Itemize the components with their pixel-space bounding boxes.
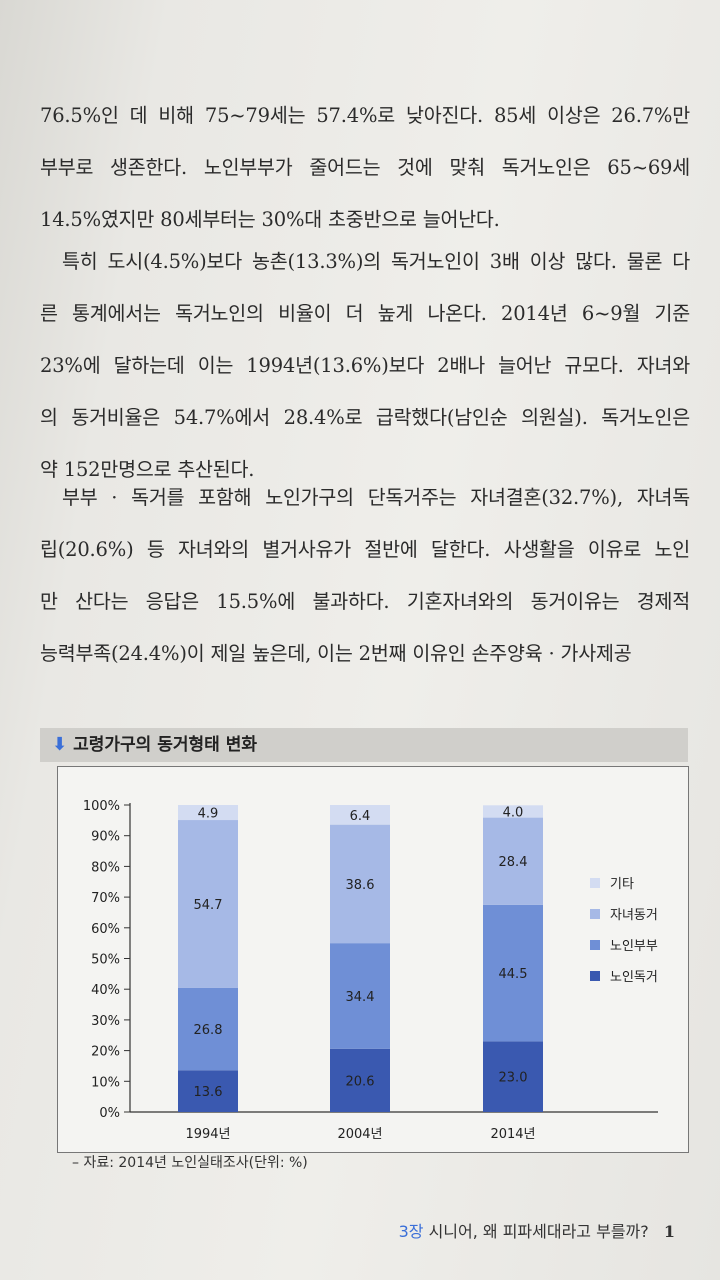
bar-segment [483,817,543,905]
y-tick-label: 30% [91,1014,120,1029]
chart-header: ⬇ 고령가구의 동거형태 변화 [40,728,688,762]
y-tick-label: 0% [99,1106,120,1121]
data-label: 23.0 [499,1071,528,1086]
paragraph-3: 부부 · 독거를 포함해 노인가구의 단독거주는 자녀결혼(32.7%), 자녀… [40,472,690,680]
text-line: 립(20.6%) 등 자녀와의 별거사유가 절반에 달한다. 사생활을 이유로 … [40,538,690,561]
data-label: 28.4 [499,855,528,870]
bar-segment [330,824,390,944]
text-line: 의 동거비율은 54.7%에서 28.4%로 급락했다(남인순 의원실). 독거… [40,406,690,429]
legend-swatch [590,940,600,950]
legend-label: 노인독거 [610,970,658,985]
page-number: 1 [663,1222,675,1241]
bar-segment [178,820,238,988]
footer-chapter: 3장 [398,1222,424,1241]
down-arrow-icon: ⬇ [52,734,68,755]
bar-segment [330,805,390,825]
legend-label: 자녀동거 [610,908,658,923]
data-label: 13.6 [194,1085,223,1100]
page-footer: 3장 시니어, 왜 피파세대라고 부를까? 1 [399,1218,675,1242]
text-line: 부부로 생존한다. 노인부부가 줄어드는 것에 맞춰 독거노인은 65~69세 [40,156,690,179]
text-line: 23%에 달하는데 이는 1994년(13.6%)보다 2배나 늘어난 규모다.… [40,354,690,377]
legend-label: 노인부부 [610,939,658,954]
data-label: 54.7 [194,898,223,913]
source-note: – 자료: 2014년 노인실태조사(단위: %) [72,1155,308,1171]
y-tick-label: 70% [91,891,120,906]
bar-segment [483,1041,543,1112]
x-tick-label: 2014년 [490,1127,535,1142]
bar-segment [178,1070,238,1112]
data-label: 4.9 [198,807,219,822]
text-line: 특히 도시(4.5%)보다 농촌(13.3%)의 독거노인이 3배 이상 많다.… [62,250,690,273]
text-line: 른 통계에서는 독거노인의 비율이 더 높게 나온다. 2014년 6~9월 기… [40,302,690,325]
legend-swatch [590,971,600,981]
x-tick-label: 2004년 [337,1127,382,1142]
bar-segment [178,987,238,1071]
data-label: 38.6 [346,878,375,893]
x-tick-label: 1994년 [185,1127,230,1142]
data-label: 20.6 [346,1074,375,1089]
text-line: 약 152만명으로 추산된다. [40,458,255,481]
paragraph-2: 특히 도시(4.5%)보다 농촌(13.3%)의 독거노인이 3배 이상 많다.… [40,236,690,496]
text-line: 능력부족(24.4%)이 제일 높은데, 이는 2번째 이유인 손주양육 · 가… [40,642,632,665]
legend-label: 기타 [610,877,634,892]
bar-segment [483,805,543,818]
footer-title: 시니어, 왜 피파세대라고 부를까? [428,1222,649,1241]
paragraph-1: 76.5%인 데 비해 75~79세는 57.4%로 낮아진다. 85세 이상은… [40,90,690,246]
y-tick-label: 40% [91,983,120,998]
data-label: 34.4 [346,990,375,1005]
legend-swatch [590,878,600,888]
y-tick-label: 90% [91,830,120,845]
bar-segment [330,1048,390,1112]
bar-segment [483,904,543,1042]
y-tick-label: 80% [91,860,120,875]
y-tick-label: 20% [91,1045,120,1060]
chart-title: 고령가구의 동거형태 변화 [73,735,257,755]
text-line: 76.5%인 데 비해 75~79세는 57.4%로 낮아진다. 85세 이상은… [40,104,690,127]
y-tick-label: 60% [91,922,120,937]
text-line: 14.5%였지만 80세부터는 30%대 초중반으로 늘어난다. [40,208,500,231]
y-tick-label: 100% [83,799,120,814]
bar-segment [178,805,238,821]
text-line: 만 산다는 응답은 15.5%에 불과하다. 기혼자녀와의 동거이유는 경제적 [40,590,690,613]
bar-segment [330,943,390,1049]
text-line: 부부 · 독거를 포함해 노인가구의 단독거주는 자녀결혼(32.7%), 자녀… [62,486,690,509]
data-label: 6.4 [350,809,371,824]
y-tick-label: 10% [91,1075,120,1090]
data-label: 44.5 [499,967,528,982]
data-label: 26.8 [194,1023,223,1038]
chart-container: 0% 10% 20% 30% 40% 50% 60% 70% 80% 90% 100% 13.6 26.… [57,766,689,1153]
legend-swatch [590,909,600,919]
stacked-bar-chart: 0% 10% 20% 30% 40% 50% 60% 70% 80% 90% 100% 13.6 26.… [83,799,658,1142]
y-tick-label: 50% [91,953,120,968]
data-label: 4.0 [503,805,524,820]
